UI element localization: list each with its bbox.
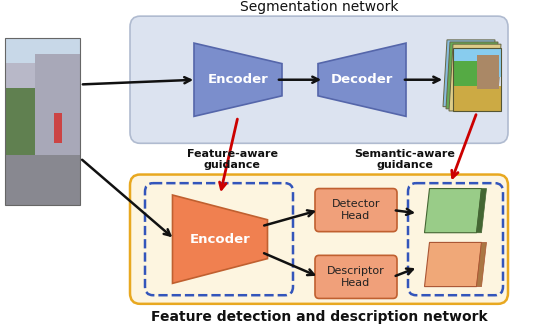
Polygon shape [194,43,282,116]
Text: Decoder: Decoder [331,73,393,86]
Text: Encoder: Encoder [208,73,269,86]
Bar [5,155,80,205]
Polygon shape [172,195,268,283]
Text: Feature detection and description network: Feature detection and description networ… [151,310,488,324]
Text: Descriptor
Head: Descriptor Head [327,266,385,288]
Bar [453,61,482,95]
Bar [5,63,46,155]
FancyBboxPatch shape [130,175,508,304]
Bar [5,38,80,205]
Bar [5,38,80,101]
Text: Semantic-aware
guidance: Semantic-aware guidance [355,149,456,170]
Polygon shape [425,242,482,287]
Polygon shape [476,189,486,233]
Bar [5,88,35,155]
Bar [477,55,499,89]
Bar [453,48,501,76]
Polygon shape [425,189,482,233]
Bar [54,113,62,143]
FancyBboxPatch shape [130,16,508,143]
Polygon shape [449,44,501,111]
Bar [35,54,80,155]
FancyBboxPatch shape [315,256,397,299]
Text: Encoder: Encoder [190,233,250,246]
Text: Feature-aware
guidance: Feature-aware guidance [186,149,278,170]
Polygon shape [443,40,495,107]
Polygon shape [476,242,486,287]
Text: Detector
Head: Detector Head [332,199,380,221]
FancyBboxPatch shape [315,189,397,232]
Bar [453,86,501,111]
Text: Segmentation network: Segmentation network [240,0,398,14]
Polygon shape [446,42,498,109]
Polygon shape [318,43,406,116]
